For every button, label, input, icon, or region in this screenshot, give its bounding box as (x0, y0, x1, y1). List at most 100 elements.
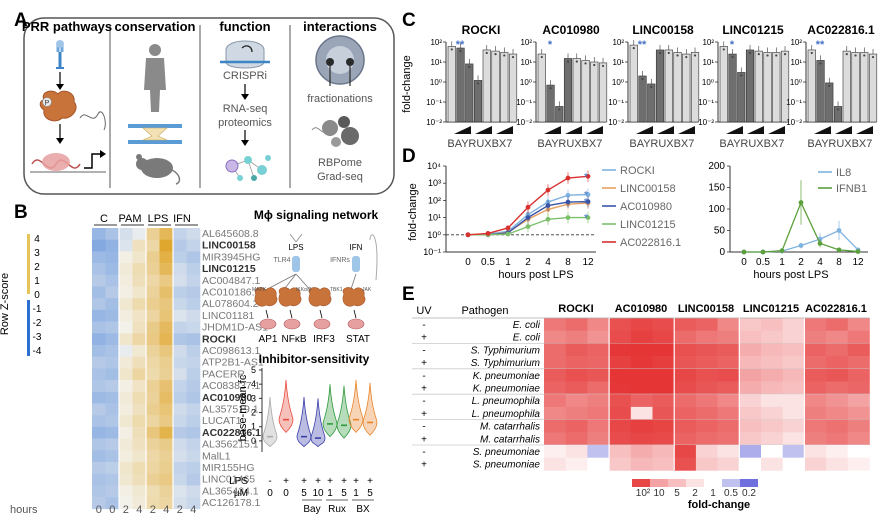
heatmap-cell (159, 426, 174, 439)
c-concentration-wedge (814, 126, 831, 134)
c-datapoint (722, 48, 725, 51)
violin-ytick-label: 2 (251, 408, 256, 418)
c-treatment-label: BAY (719, 138, 741, 150)
heatmap-cell (119, 333, 133, 346)
panel-e: UV Pathogen fold-change ROCKI AC010980 LIN… (412, 303, 870, 511)
c-ytick-label: 10⁰ (702, 78, 714, 87)
c-datapoint (757, 53, 760, 56)
heatmap-cell (92, 473, 106, 486)
step-grad-seq: Grad-seq (317, 171, 363, 183)
um-value: 1 (327, 488, 333, 499)
heatmap-cell (119, 415, 133, 428)
e-heatmap-cell (847, 343, 870, 357)
e-heatmap-cell (587, 381, 610, 395)
e-heatmap-cell (739, 394, 762, 408)
panel-label-e: E (402, 284, 415, 305)
d2-legend-label: IFNB1 (836, 183, 867, 195)
heatmap-cell (159, 415, 174, 428)
d-xtick-label: 0.5 (481, 257, 495, 268)
heatmap-cell (159, 450, 174, 463)
step-rna-seq: RNA-seq (223, 103, 268, 115)
c-datapoint (476, 82, 480, 85)
c-treatment-label: BX7 (852, 138, 873, 150)
e-heatmap-cell (717, 457, 740, 471)
c-treatment-label: RUX (740, 138, 764, 150)
heatmap-cell (146, 438, 160, 451)
c-datapoint (740, 74, 743, 77)
e-uv-sign: - (422, 345, 425, 356)
c-ytick-label: 10¹ (612, 58, 624, 67)
gene-label: LINC01215 (202, 263, 256, 275)
heatmap-cell (119, 286, 133, 299)
e-heatmap-cell (761, 343, 783, 357)
c-treatment-label: RUX (558, 138, 582, 150)
e-heatmap-cell (717, 394, 740, 408)
e-heatmap-cell (739, 445, 762, 458)
c-ytick-label: 10² (520, 38, 532, 47)
e-legend-swatch (686, 479, 704, 487)
e-heatmap-cell (544, 445, 566, 458)
group-lps: LPS (148, 213, 169, 225)
heatmap-cell (146, 450, 160, 463)
e-heatmap-cell (826, 394, 849, 408)
violin-shape (336, 385, 352, 439)
e-heatmap-cell (609, 406, 632, 420)
e-heatmap-cell (695, 330, 718, 344)
heatmap-cell (105, 473, 120, 486)
e-heatmap-cell (630, 356, 653, 370)
e-heatmap-cell (652, 445, 675, 458)
d-xtick-label: 4 (545, 257, 551, 268)
kinase-jak: JAK (362, 287, 372, 293)
e-heatmap-cell (804, 457, 827, 471)
e-heatmap-cell (565, 445, 588, 458)
heatmap-cell (119, 450, 133, 463)
heatmap-cell (92, 309, 106, 322)
e-heatmap-cell (739, 419, 762, 433)
e-pathogen-name: L. pneumophila (472, 396, 541, 407)
e-heatmap-cell (652, 381, 675, 395)
e-heatmap-cell (717, 432, 740, 446)
e-heatmap-cell (739, 432, 762, 446)
heatmap-cell (92, 239, 106, 252)
e-heatmap-cell (717, 381, 740, 395)
receptor-icon (56, 40, 64, 69)
violin-shape (348, 379, 364, 433)
d2-ytick-label: 100 (708, 204, 725, 215)
heatmap-cell (92, 426, 106, 439)
heatmap-cell (173, 239, 187, 252)
c-bar (816, 60, 825, 123)
heatmap-cell (92, 403, 106, 416)
e-heatmap-cell (609, 381, 632, 395)
heatmap-cell (132, 462, 147, 474)
e-heatmap-cell (695, 457, 718, 471)
c-treatment-label: BX7 (674, 138, 695, 150)
e-heatmap-cell (544, 330, 566, 344)
violin-title: Inhibitor-sensitivity (259, 352, 370, 366)
gene-label: AC022816.1 (202, 427, 261, 439)
heatmap-cell (119, 368, 133, 381)
d2-datapoint (760, 249, 766, 255)
e-heatmap-cell (782, 318, 805, 331)
e-heatmap-cell (761, 432, 783, 446)
heatmap-cell (92, 368, 106, 381)
c-bar (754, 50, 763, 123)
e-heatmap-cell (782, 330, 805, 344)
heatmap-cell (146, 228, 160, 240)
e-legend-tick: 5 (674, 488, 680, 499)
ifnr-icon (352, 256, 360, 272)
d-star: * (584, 190, 589, 202)
e-heatmap-cell (847, 368, 870, 382)
e-heatmap-cell (630, 445, 653, 458)
e-heatmap-cell (565, 432, 588, 446)
panel-label-c: C (402, 10, 416, 31)
e-heatmap-cell (609, 330, 632, 344)
c-bar (763, 52, 772, 123)
c-treatment-label: BAY (537, 138, 559, 150)
gene-label: ROCKI (202, 333, 236, 345)
hour-tick: 2 (123, 504, 129, 516)
e-heatmap-cell (847, 381, 870, 395)
e-heatmap-cell (609, 394, 632, 408)
c-datapoint (810, 51, 813, 55)
c-bar (647, 83, 656, 123)
e-column-header: LINC01215 (743, 303, 799, 315)
